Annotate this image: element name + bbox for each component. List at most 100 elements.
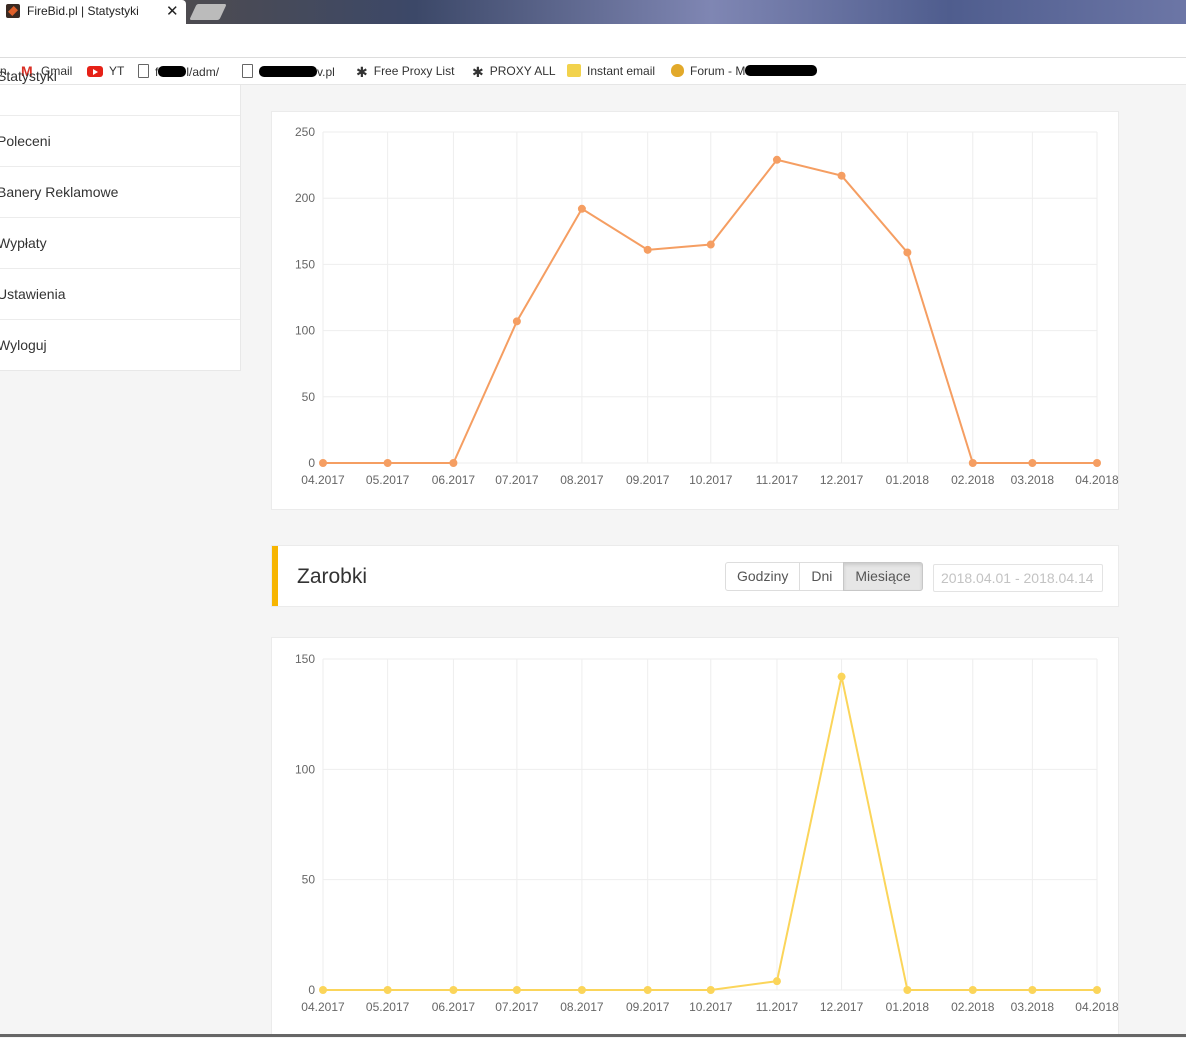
data-point[interactable] (706, 986, 715, 994)
redaction-mark (745, 65, 818, 76)
data-point[interactable] (643, 245, 652, 254)
sidebar-item-label: Poleceni (0, 133, 51, 149)
sidebar-item-wyloguj[interactable]: Wyloguj (0, 320, 240, 371)
x-tick-label: 04.2018 (1075, 473, 1119, 487)
x-tick-label: 01.2018 (886, 1000, 930, 1014)
period-button-dni[interactable]: Dni (799, 562, 845, 591)
x-tick-label: 11.2017 (756, 1000, 799, 1014)
date-range-picker[interactable]: 2018.04.01 - 2018.04.14 (933, 564, 1103, 592)
period-button-godziny[interactable]: Godziny (725, 562, 801, 591)
period-button-group: Godziny Dni Miesiące (725, 562, 923, 591)
x-tick-label: 09.2017 (626, 473, 670, 487)
line-chart-1: 0 50 100 150 200 250 04.2017 05.2017 06.2017 07.2… (295, 125, 1119, 487)
data-point[interactable] (319, 986, 327, 994)
sidebar-item-statystyki[interactable]: Statystyki (0, 68, 240, 116)
bookmarks-bar: n Gmail YT f l/adm/ v.pl ✱ Free Proxy List… (0, 58, 1186, 85)
data-point[interactable] (968, 459, 977, 467)
data-point[interactable] (577, 986, 586, 994)
money-bag-icon (671, 64, 684, 77)
bookmark-label: Forum - M (690, 64, 746, 78)
data-point[interactable] (383, 459, 392, 467)
data-point[interactable] (968, 986, 977, 994)
data-point[interactable] (903, 248, 912, 257)
x-tick-label: 04.2018 (1075, 1000, 1119, 1014)
y-tick-label: 100 (295, 762, 315, 776)
data-point[interactable] (383, 986, 392, 994)
sidebar-item-poleceni[interactable]: Poleceni (0, 116, 240, 167)
x-tick-label: 08.2017 (560, 1000, 604, 1014)
data-point[interactable] (512, 317, 521, 326)
data-point[interactable] (319, 459, 327, 467)
x-tick-label: 04.2017 (301, 1000, 345, 1014)
section-title: Zarobki (297, 565, 368, 588)
sidebar-item-wyplaty[interactable]: Wypłaty (0, 218, 240, 269)
tab-close-icon[interactable]: ✕ (166, 3, 179, 20)
data-point[interactable] (837, 672, 846, 681)
x-tick-label: 06.2017 (432, 1000, 476, 1014)
bookmark-cut[interactable]: n (0, 64, 7, 78)
data-point[interactable] (772, 977, 781, 986)
bookmark-admin[interactable]: f l/adm/ (138, 64, 219, 79)
redaction-mark (158, 66, 187, 77)
x-tick-label: 09.2017 (626, 1000, 670, 1014)
proxy-icon: ✱ (472, 64, 484, 80)
data-point[interactable] (1093, 986, 1101, 994)
y-tick-label: 150 (295, 257, 315, 271)
address-bar-area[interactable] (0, 24, 1186, 58)
sidebar-item-ustawienia[interactable]: Ustawienia (0, 269, 240, 320)
bookmark-label: f (155, 65, 159, 79)
sidebar-item-label: Wypłaty (0, 235, 47, 251)
bookmark-free-proxy-list[interactable]: ✱ Free Proxy List (356, 64, 454, 81)
bookmark-proxy-all[interactable]: ✱ PROXY ALL (472, 64, 556, 81)
browser-tab-strip: FireBid.pl | Statystyki ✕ (0, 0, 1186, 24)
x-tick-label: 07.2017 (495, 1000, 539, 1014)
data-point[interactable] (449, 986, 458, 994)
firebid-favicon-icon (6, 4, 20, 18)
data-point[interactable] (449, 459, 458, 467)
data-point[interactable] (1028, 459, 1037, 467)
bookmark-site[interactable]: v.pl (242, 64, 335, 79)
sidebar-item-banery-reklamowe[interactable]: Banery Reklamowe (0, 167, 240, 218)
browser-tab[interactable]: FireBid.pl | Statystyki ✕ (0, 0, 186, 24)
x-tick-label: 03.2018 (1011, 473, 1055, 487)
line-chart-2: 0 50 100 150 04.2017 05.2017 06.2017 07.2017 08.… (295, 652, 1119, 1014)
x-tick-label: 05.2017 (366, 473, 410, 487)
x-tick-label: 10.2017 (689, 1000, 733, 1014)
bookmark-label: YT (109, 64, 125, 78)
series-line (323, 676, 1097, 991)
period-button-miesiace[interactable]: Miesiące (843, 562, 923, 591)
data-point[interactable] (1028, 986, 1037, 994)
x-tick-label: 02.2018 (951, 1000, 995, 1014)
data-point[interactable] (577, 204, 586, 213)
sidebar-item-label: Wyloguj (0, 337, 47, 353)
earnings-header: Zarobki Godziny Dni Miesiące 2018.04.01 … (271, 545, 1119, 607)
x-tick-label: 07.2017 (495, 473, 539, 487)
data-point[interactable] (643, 986, 652, 994)
x-tick-label: 11.2017 (756, 473, 799, 487)
data-point[interactable] (903, 986, 912, 994)
data-point[interactable] (837, 171, 846, 180)
new-tab-button[interactable] (189, 4, 227, 20)
bookmark-youtube[interactable]: YT (87, 64, 124, 78)
accent-bar (272, 546, 278, 606)
bookmark-label-suffix: l/adm/ (186, 65, 220, 79)
y-tick-label: 100 (295, 324, 315, 338)
x-tick-label: 04.2017 (301, 473, 345, 487)
bookmark-label: Free Proxy List (373, 64, 455, 78)
bookmark-instant-email[interactable]: Instant email (567, 64, 655, 78)
bookmark-gmail[interactable]: Gmail (21, 63, 73, 79)
data-point[interactable] (772, 155, 781, 164)
x-tick-label: 12.2017 (820, 1000, 864, 1014)
sidebar-item-label: Statystyki (0, 68, 57, 84)
x-tick-label: 08.2017 (560, 473, 604, 487)
redaction-mark (259, 66, 317, 77)
data-point[interactable] (512, 986, 521, 994)
bookmark-forum[interactable]: Forum - M (671, 64, 818, 78)
data-point[interactable] (706, 240, 715, 249)
data-point[interactable] (1093, 459, 1101, 467)
x-tick-label: 10.2017 (689, 473, 733, 487)
y-tick-label: 0 (308, 983, 315, 997)
bookmark-label: Instant email (587, 64, 656, 78)
proxy-icon: ✱ (356, 64, 368, 80)
bookmark-label: Gmail (41, 64, 73, 78)
